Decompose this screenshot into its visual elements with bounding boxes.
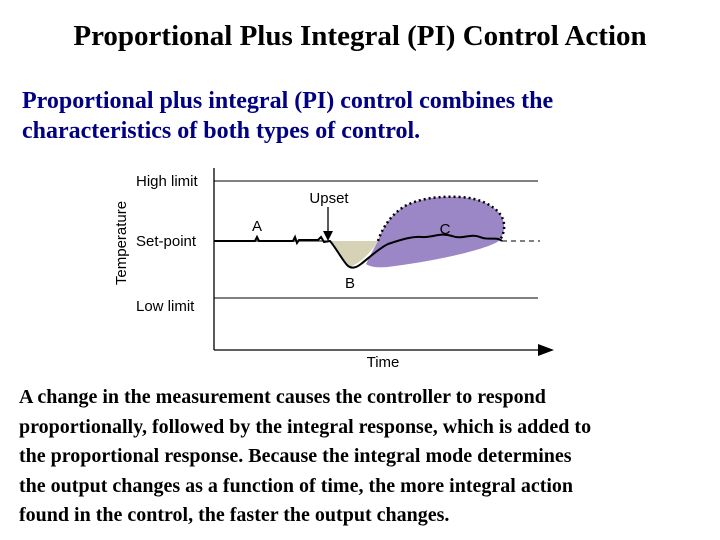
upset-arrow-head [323,231,333,241]
y-axis-label: Temperature [113,201,130,285]
low-limit-label: Low limit [136,298,195,315]
explanation-line: the output changes as a function of time… [19,474,574,497]
proportional-response-area [330,241,378,267]
point-b-label: B [345,275,355,292]
explanation-line: found in the control, the faster the out… [19,504,450,526]
page-title: Proportional Plus Integral (PI) Control … [73,20,647,52]
x-axis-arrowhead [538,344,554,356]
set-point-label: Set-point [136,233,197,250]
point-c-label: C [440,221,451,238]
integral-response-area [366,196,505,268]
explanation-text: A change in the measurement causes the c… [19,383,719,531]
response-curve [214,233,503,269]
integral-area-outline [376,195,506,242]
upset-label: Upset [309,190,349,207]
point-a-label: A [252,218,262,235]
high-limit-label: High limit [136,173,199,190]
explanation-line: the proportional response. Because the i… [19,445,572,467]
intro-line: Proportional plus integral (PI) control … [22,88,554,114]
explanation-line: A change in the measurement causes the c… [19,386,546,408]
intro-text: Proportional plus integral (PI) control … [22,86,712,146]
intro-line: characteristics of both types of control… [22,118,421,144]
explanation-line: proportionally, followed by the integral… [19,415,592,438]
x-axis-label: Time [367,354,400,371]
